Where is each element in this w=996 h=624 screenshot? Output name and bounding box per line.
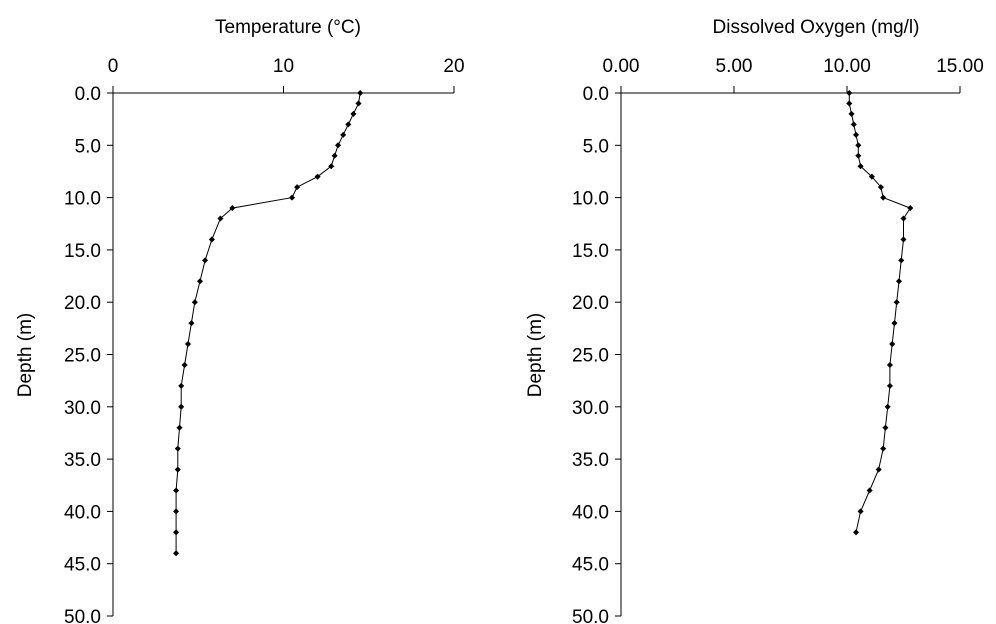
y-axis-label: Depth (m) [525, 313, 546, 397]
data-point [857, 163, 864, 170]
data-point [355, 100, 362, 107]
temperature-chart: Temperature (°C) Depth (m) 0 10 20 0.0 5.0 10.0… [15, 17, 465, 624]
y-tick-label: 10.0 [572, 189, 609, 210]
data-point [868, 173, 875, 180]
data-point [174, 466, 181, 473]
y-tick-label: 35.0 [572, 450, 609, 471]
data-point [880, 445, 887, 452]
y-tick-label: 40.0 [572, 502, 609, 523]
data-point [855, 142, 862, 149]
series-line [848, 93, 912, 533]
dissolved-oxygen-chart: Dissolved Oxygen (mg/l)Depth (m)0.00 5.00… [525, 17, 984, 624]
y-tick-label: 25.0 [572, 346, 609, 367]
y-tick-label: 15.0 [64, 241, 101, 262]
data-point [895, 278, 903, 285]
data-point [882, 424, 889, 431]
y-tick-label: 50.0 [64, 607, 101, 624]
x-tick-label: 5.00 [716, 56, 753, 77]
x-tick-label: 0.00 [603, 56, 640, 77]
data-point [884, 403, 891, 410]
data-point [208, 236, 215, 243]
data-point [846, 100, 853, 107]
series-line [175, 92, 361, 554]
y-tick-label: 15.0 [572, 241, 609, 262]
data-point [294, 184, 301, 191]
y-tick-label: 40.0 [64, 502, 101, 523]
data-point [907, 205, 914, 212]
data-point [886, 382, 893, 389]
data-point [174, 445, 181, 452]
data-point [191, 299, 198, 306]
y-tick-label: 50.0 [572, 607, 609, 624]
data-point [178, 382, 185, 389]
data-point [898, 257, 905, 264]
data-point [345, 121, 352, 128]
chart-title: Dissolved Oxygen (mg/l) [713, 17, 920, 38]
data-point [289, 194, 296, 201]
x-tick-label: 10.00 [823, 56, 871, 77]
data-point [188, 320, 195, 327]
data-point [217, 215, 224, 222]
x-tick-label: 20 [443, 56, 464, 77]
data-point [850, 121, 857, 128]
y-tick-label: 25.0 [64, 346, 101, 367]
data-point [853, 529, 860, 536]
y-tick-label: 20.0 [572, 293, 609, 314]
data-point [350, 110, 357, 117]
data-point [853, 131, 860, 138]
x-tick-label: 10 [273, 56, 294, 77]
y-tick-label: 45.0 [572, 555, 609, 576]
data-point [875, 466, 882, 473]
data-point [889, 341, 896, 348]
data-point [848, 110, 855, 117]
data-point [181, 361, 188, 368]
y-tick-label: 20.0 [64, 293, 101, 314]
y-tick-label: 5.0 [75, 136, 101, 157]
data-point [886, 361, 893, 368]
y-tick-label: 30.0 [572, 398, 609, 419]
data-point [314, 173, 321, 180]
y-tick-label: 45.0 [64, 555, 101, 576]
x-tick-label: 15.00 [936, 56, 984, 77]
data-point [173, 550, 180, 557]
data-point [891, 320, 898, 327]
data-point [857, 508, 864, 515]
data-point [173, 508, 180, 515]
y-tick-label: 10.0 [64, 189, 101, 210]
y-tick-label: 0.0 [75, 84, 101, 105]
data-point [331, 152, 338, 159]
data-point [173, 487, 180, 494]
x-tick-label: 0 [108, 56, 119, 77]
data-point [196, 278, 203, 285]
data-point [855, 152, 862, 159]
data-point [173, 529, 180, 536]
data-point [328, 163, 335, 170]
data-point [900, 215, 907, 222]
data-point [202, 257, 209, 264]
data-point [184, 341, 192, 348]
y-tick-label: 35.0 [64, 450, 101, 471]
data-point [340, 131, 347, 138]
chart-title: Temperature (°C) [215, 17, 361, 38]
data-point [846, 89, 853, 97]
data-point [229, 205, 236, 212]
y-tick-label: 30.0 [64, 398, 101, 419]
data-point [880, 194, 887, 201]
data-point [335, 142, 342, 149]
data-point [866, 487, 873, 494]
data-point [900, 236, 907, 243]
data-point [877, 184, 884, 191]
data-point [178, 403, 185, 410]
y-axis-label: Depth (m) [15, 313, 36, 397]
data-point [893, 299, 900, 306]
y-tick-label: 5.0 [583, 136, 609, 157]
data-point [176, 424, 183, 431]
data-point [357, 89, 364, 97]
y-tick-label: 0.0 [583, 84, 609, 105]
